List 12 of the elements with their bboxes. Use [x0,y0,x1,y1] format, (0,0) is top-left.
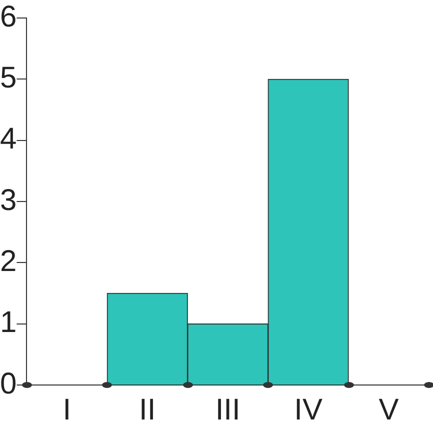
y-tick-label: 1 [0,306,17,340]
y-tick-label: 4 [0,122,17,156]
y-tick-label: 5 [0,61,17,94]
x-tick-label: III [215,393,240,426]
x-tick-label: I [62,393,72,426]
x-tick-label: II [139,393,156,426]
y-tick-label: 0 [0,367,17,400]
y-tick-label: 2 [0,244,17,278]
x-tick-label: V [378,393,399,426]
y-tick-label: 6 [0,0,17,34]
x-tick-label: IV [294,393,322,426]
y-tick-label: 3 [0,184,17,217]
